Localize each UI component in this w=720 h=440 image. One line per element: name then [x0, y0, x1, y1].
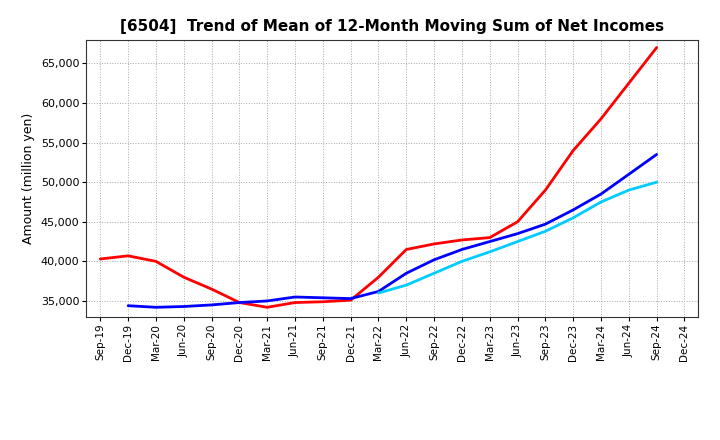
5 Years [263, 298, 271, 304]
7 Years [374, 290, 383, 296]
3 Years [235, 300, 243, 305]
5 Years [569, 207, 577, 213]
3 Years [291, 300, 300, 305]
5 Years [513, 231, 522, 236]
3 Years [597, 116, 606, 121]
3 Years [124, 253, 132, 258]
Line: 7 Years: 7 Years [379, 182, 657, 293]
3 Years [485, 235, 494, 240]
5 Years [207, 302, 216, 308]
3 Years [263, 304, 271, 310]
7 Years [485, 249, 494, 254]
5 Years [652, 152, 661, 157]
7 Years [402, 282, 410, 288]
3 Years [458, 237, 467, 242]
5 Years [402, 271, 410, 276]
3 Years [513, 219, 522, 224]
5 Years [318, 295, 327, 301]
3 Years [318, 299, 327, 304]
5 Years [430, 257, 438, 262]
7 Years [458, 259, 467, 264]
Y-axis label: Amount (million yen): Amount (million yen) [22, 113, 35, 244]
Line: 3 Years: 3 Years [100, 48, 657, 307]
3 Years [652, 45, 661, 50]
5 Years [291, 294, 300, 300]
7 Years [624, 187, 633, 193]
3 Years [346, 297, 355, 303]
Line: 5 Years: 5 Years [128, 154, 657, 307]
3 Years [152, 259, 161, 264]
3 Years [624, 81, 633, 86]
3 Years [430, 241, 438, 246]
3 Years [402, 247, 410, 252]
7 Years [430, 271, 438, 276]
3 Years [96, 257, 104, 262]
7 Years [513, 239, 522, 244]
7 Years [541, 229, 550, 234]
7 Years [652, 180, 661, 185]
5 Years [124, 303, 132, 308]
5 Years [179, 304, 188, 309]
5 Years [541, 221, 550, 227]
5 Years [346, 296, 355, 301]
5 Years [152, 304, 161, 310]
3 Years [374, 275, 383, 280]
5 Years [624, 172, 633, 177]
3 Years [569, 148, 577, 153]
5 Years [597, 191, 606, 197]
5 Years [374, 289, 383, 294]
7 Years [569, 215, 577, 220]
5 Years [458, 247, 467, 252]
7 Years [597, 199, 606, 205]
3 Years [179, 275, 188, 280]
5 Years [235, 300, 243, 305]
5 Years [485, 239, 494, 244]
Title: [6504]  Trend of Mean of 12-Month Moving Sum of Net Incomes: [6504] Trend of Mean of 12-Month Moving … [120, 19, 665, 34]
3 Years [207, 286, 216, 292]
3 Years [541, 187, 550, 193]
